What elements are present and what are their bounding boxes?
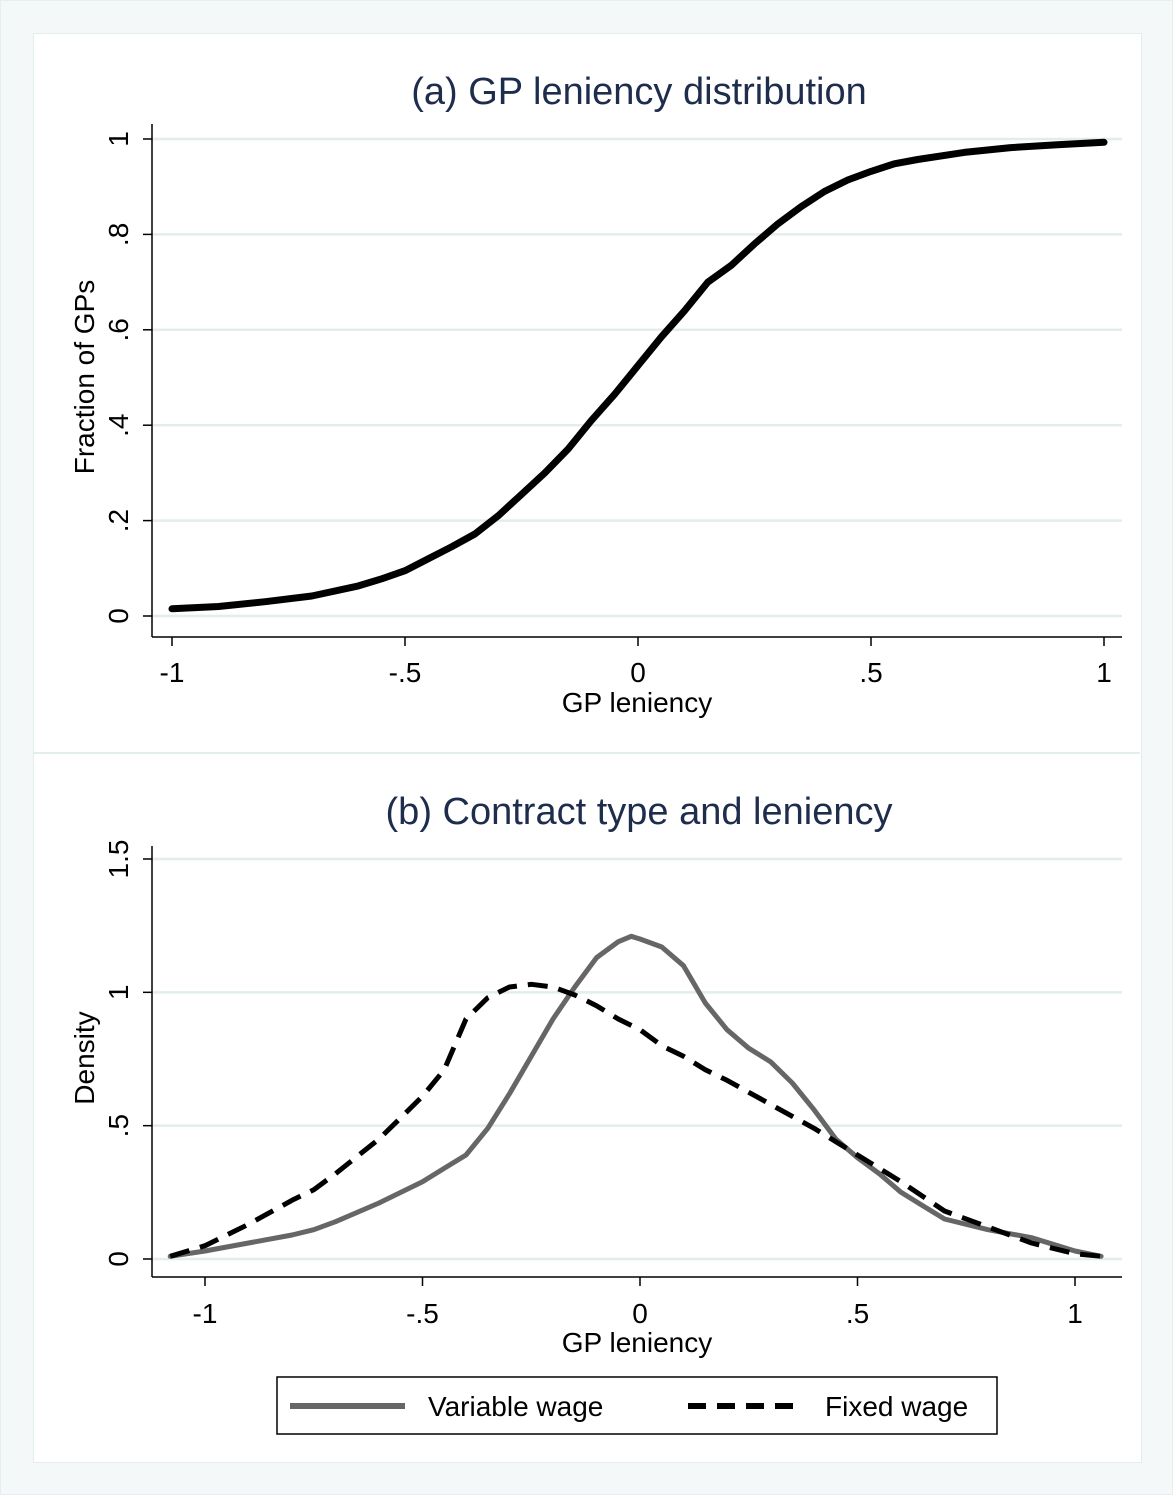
x-tick-label: -1: [160, 657, 185, 688]
panel-b-y-label: Density: [69, 1011, 100, 1104]
panel-b-x-label: GP leniency: [562, 1327, 712, 1358]
panel-a-x-label: GP leniency: [562, 687, 712, 718]
panel-b-y-ticks: 0 .5 1 1.5: [103, 840, 152, 1267]
y-tick-label: 0: [103, 1251, 134, 1267]
panel-a-y-ticks: 0 .2 .4 .6 .8 1: [103, 131, 152, 624]
legend: Variable wage Fixed wage: [276, 1376, 998, 1435]
x-tick-label: .5: [859, 657, 882, 688]
panel-a-title: (a) GP leniency distribution: [411, 71, 867, 113]
x-tick-label: 0: [632, 1298, 648, 1329]
x-tick-label: -.5: [406, 1298, 439, 1329]
panel-b-x-ticks: -1 -.5 0 .5 1: [193, 1277, 1083, 1329]
x-tick-label: 1: [1096, 657, 1112, 688]
y-tick-label: .2: [103, 509, 134, 532]
legend-label-fixed-wage: Fixed wage: [825, 1391, 968, 1422]
y-tick-label: .4: [103, 414, 134, 437]
panel-b-series: [167, 933, 1104, 1259]
panel-b: (b) Contract type and leniency 0.511.5 -…: [69, 791, 1122, 1358]
x-tick-label: 0: [630, 657, 646, 688]
panel-a-series: [168, 138, 1108, 613]
y-tick-label: .5: [103, 1114, 134, 1137]
y-tick-label: .6: [103, 318, 134, 341]
series-line-variable-wage: [167, 933, 1104, 1259]
legend-label-variable-wage: Variable wage: [428, 1391, 603, 1422]
y-tick-label: 1: [103, 131, 134, 147]
series-line-fixed-wage: [169, 981, 1102, 1259]
panel-a-grid: [152, 137, 1122, 618]
panel-b-grid: [152, 857, 1122, 1261]
y-tick-label: 1.5: [103, 840, 134, 879]
series-line-cumulative: [168, 138, 1108, 613]
x-tick-label: .5: [846, 1298, 869, 1329]
panel-a: (a) GP leniency distribution 0.2.4.6.81 …: [69, 71, 1122, 718]
y-tick-label: 1: [103, 985, 134, 1001]
panel-a-y-label: Fraction of GPs: [69, 280, 100, 475]
y-tick-label: .8: [103, 223, 134, 246]
x-tick-label: 1: [1067, 1298, 1083, 1329]
panel-b-title: (b) Contract type and leniency: [386, 791, 893, 833]
panel-a-x-ticks: -1 -.5 0 .5 1: [160, 637, 1112, 688]
y-tick-label: 0: [103, 608, 134, 624]
x-tick-label: -.5: [389, 657, 422, 688]
x-tick-label: -1: [193, 1298, 218, 1329]
legend-box: [276, 1376, 998, 1435]
